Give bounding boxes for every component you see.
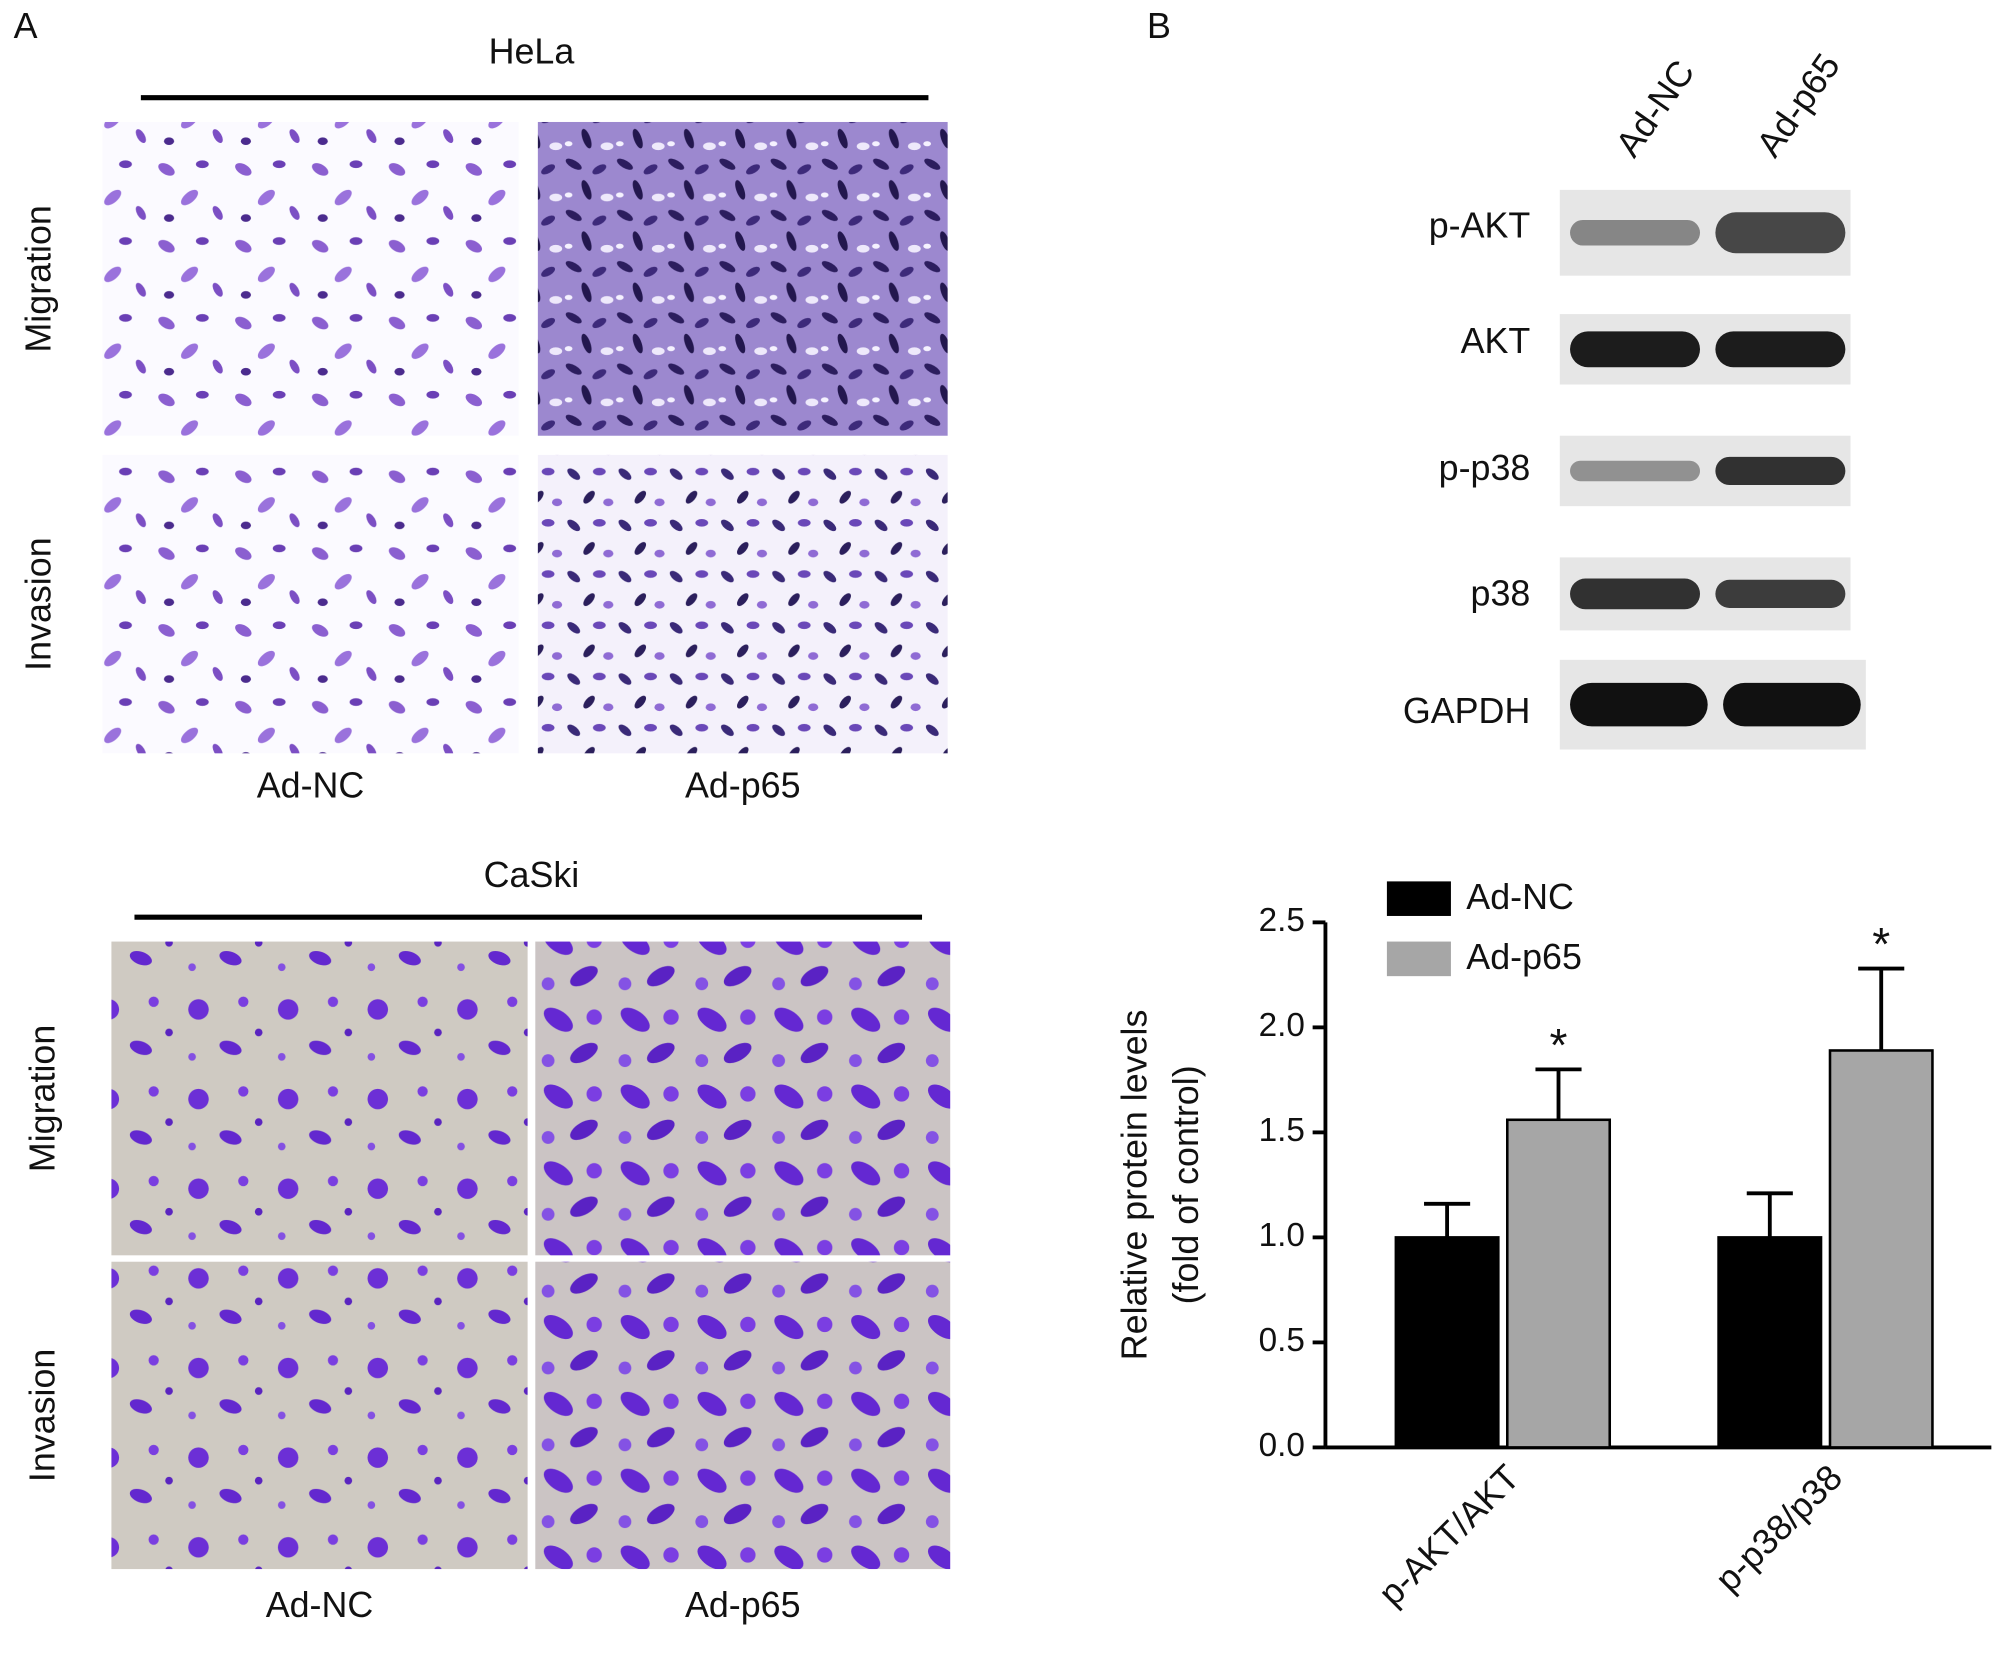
y-tick-label: 2.0 <box>1259 1007 1305 1044</box>
y-axis-label: Relative protein levels <box>1115 1010 1155 1361</box>
blot-band <box>1715 456 1846 486</box>
y-tick-label: 1.5 <box>1259 1112 1305 1149</box>
error-bar <box>1424 1201 1471 1238</box>
micrograph <box>102 121 519 436</box>
group-title: HeLa <box>489 32 575 72</box>
panel-label: B <box>1147 6 1171 46</box>
y-axis-label: (fold of control) <box>1166 1065 1206 1304</box>
micrograph <box>535 1261 951 1570</box>
column-label: Ad-p65 <box>685 1585 801 1625</box>
legend-swatch <box>1386 941 1451 977</box>
row-label: Migration <box>18 205 58 352</box>
blot-band <box>1570 331 1701 368</box>
x-tick-label: p-AKT/AKT <box>1371 1457 1528 1614</box>
error-bar <box>1535 1067 1582 1120</box>
panel-label: A <box>14 6 38 46</box>
blot-row-label: AKT <box>1461 321 1531 361</box>
column-label: Ad-NC <box>257 765 365 805</box>
micrograph <box>537 121 948 436</box>
column-label: Ad-p65 <box>685 765 801 805</box>
group-title: CaSki <box>484 855 580 895</box>
blot-column-label: Ad-NC <box>1608 53 1702 164</box>
significance: * <box>1550 1019 1568 1071</box>
blot-row-label: GAPDH <box>1403 691 1530 731</box>
blot-band <box>1715 331 1846 368</box>
legend-swatch <box>1386 881 1451 916</box>
blot-band <box>1715 579 1846 608</box>
error-bar <box>1746 1191 1793 1238</box>
micrograph <box>111 1261 528 1570</box>
blot-column-label: Ad-p65 <box>1749 46 1848 164</box>
blot-row-label: p-p38 <box>1439 448 1531 488</box>
y-tick-label: 0.0 <box>1259 1427 1305 1464</box>
blot-band <box>1715 212 1846 254</box>
row-label: Migration <box>22 1025 62 1172</box>
significance: * <box>1872 918 1890 970</box>
y-tick-label: 2.5 <box>1259 902 1305 939</box>
blot-row-label: p38 <box>1471 573 1531 613</box>
column-label: Ad-NC <box>266 1585 374 1625</box>
legend-label: Ad-p65 <box>1466 937 1582 977</box>
row-label: Invasion <box>22 1349 62 1483</box>
bar <box>1717 1236 1823 1449</box>
bar <box>1505 1118 1612 1449</box>
bar <box>1394 1236 1500 1449</box>
blot-band <box>1723 682 1861 727</box>
micrograph <box>535 941 951 1256</box>
x-tick-label: p-p38/p38 <box>1708 1457 1850 1599</box>
error-bar <box>1858 966 1905 1051</box>
micrograph <box>537 454 948 754</box>
y-tick-label: 0.5 <box>1259 1322 1305 1359</box>
blot-row-label: p-AKT <box>1429 206 1531 246</box>
blot-band <box>1570 578 1701 610</box>
blot-band <box>1570 219 1701 246</box>
micrograph <box>111 941 528 1256</box>
y-tick-label: 1.0 <box>1259 1217 1305 1254</box>
blot-band <box>1570 460 1701 482</box>
legend-label: Ad-NC <box>1466 877 1574 917</box>
bar <box>1828 1049 1934 1449</box>
row-label: Invasion <box>18 537 58 671</box>
blot-band <box>1570 682 1708 727</box>
micrograph <box>102 454 519 754</box>
